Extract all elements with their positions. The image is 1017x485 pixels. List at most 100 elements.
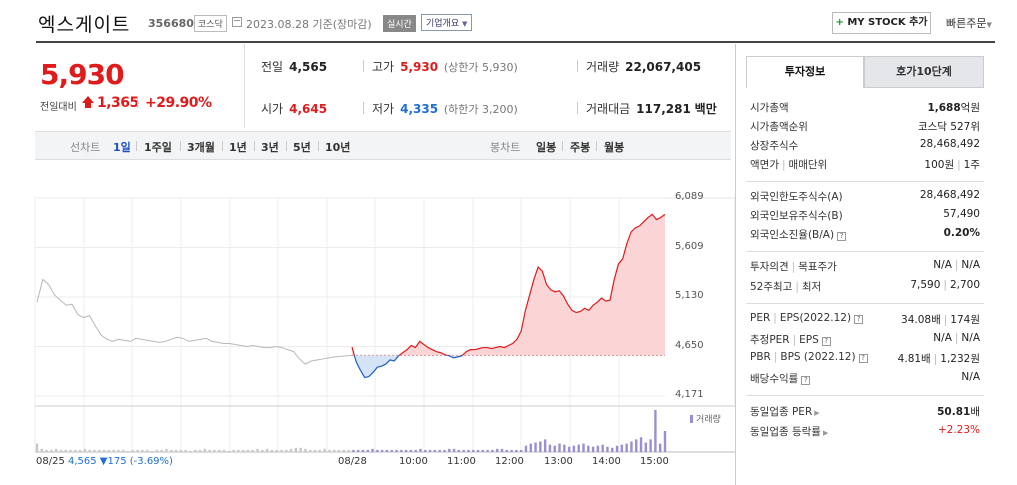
volume-bar [462, 449, 465, 452]
divider [137, 97, 138, 108]
x-tick-label: 13:00 [544, 456, 573, 467]
period-10y[interactable]: 10년 [325, 141, 351, 154]
volume-bar [510, 449, 513, 452]
volume-bar [146, 449, 149, 452]
quote-date: 2023.08.28 기준(장마감) [246, 18, 372, 31]
amount-value: 117,281 [636, 102, 691, 116]
period-3y[interactable]: 3년 [261, 141, 279, 154]
volume-bar [232, 449, 235, 452]
volume-bar [486, 449, 489, 452]
volume-bar [50, 449, 53, 452]
candle-daily[interactable]: 일봉 [536, 141, 557, 154]
company-info-button[interactable]: 기업개요 ▼ [421, 14, 473, 31]
volume-bar [122, 449, 125, 452]
volume-bar [371, 448, 374, 452]
volume-bar [380, 449, 384, 452]
face-value: 100원 | 1주 [924, 159, 980, 171]
quote-volume: 거래량 22,067,405 [586, 58, 701, 75]
dividend-label: 배당수익률? [750, 371, 811, 386]
my-stock-label: MY STOCK 추가 [847, 17, 928, 28]
volume-bar [35, 443, 39, 452]
chevron-right-icon: ▶ [814, 409, 820, 417]
volume-bar [289, 448, 293, 452]
quick-order-button[interactable]: 빠른주문▼ [946, 15, 992, 31]
help-icon[interactable]: ? [821, 337, 831, 346]
y-tick-label: 6,089 [675, 191, 704, 202]
divider [596, 141, 597, 151]
volume-bar [390, 449, 393, 452]
volume-swatch [690, 415, 693, 423]
divider [363, 60, 364, 72]
pbr-text: PBR [750, 351, 771, 363]
chevron-down-icon: ▼ [986, 21, 992, 29]
x-tick-label: 08/25 [36, 456, 65, 467]
industry-change-text: 동일업종 등락률 [750, 426, 821, 438]
volume-bar [529, 443, 532, 452]
market-cap-number: 1,688 [927, 102, 961, 114]
y-tick-label: 4,650 [675, 339, 704, 351]
52week-label: 52주최고 | 최저 [750, 281, 822, 293]
volume-bar [78, 449, 82, 452]
stock-code: 356680 [148, 17, 194, 30]
period-1d[interactable]: 1일 [113, 141, 131, 154]
foreign-hold-value: 57,490 [943, 208, 980, 220]
help-icon[interactable]: ? [801, 376, 811, 385]
market-cap-unit: 억원 [960, 102, 980, 114]
tab-order-book[interactable]: 호가10단계 [864, 56, 984, 88]
help-icon[interactable]: ? [858, 354, 868, 363]
stock-header: 엑스게이트 356680 코스닥 2023.08.28 기준(장마감) 실시간 … [0, 0, 1017, 44]
period-1w[interactable]: 1주일 [144, 141, 172, 154]
my-stock-add-button[interactable]: + MY STOCK 추가 [832, 12, 931, 34]
y-tick-label: 5,130 [675, 290, 704, 301]
volume-bar [313, 449, 317, 452]
industry-change-row[interactable]: 동일업종 등락률 ▶ +2.23% [750, 424, 980, 442]
period-3m[interactable]: 3개월 [187, 141, 215, 154]
volume-bar [472, 449, 475, 452]
header-divider [36, 41, 995, 43]
volume-bar [404, 449, 408, 452]
candle-monthly[interactable]: 월봉 [604, 141, 625, 154]
per-number: 34.08배 [901, 314, 941, 326]
price-change-pct: +29.90% [145, 95, 212, 111]
volume-bar [275, 449, 278, 452]
candle-weekly[interactable]: 주봉 [570, 141, 591, 154]
volume-bar [347, 449, 350, 452]
help-icon[interactable]: ? [837, 232, 847, 241]
trade-unit-label: 매매단위 [788, 159, 828, 171]
volume-bar [285, 449, 288, 452]
period-5y[interactable]: 5년 [293, 141, 311, 154]
volume-bar [563, 444, 566, 452]
divider [180, 141, 181, 151]
help-icon[interactable]: ? [854, 315, 864, 324]
price-chart[interactable]: 거래량 4,565 ▼175 (-3.69%) 6,089 5,609 5,130 4… [0, 160, 735, 485]
industry-per-row[interactable]: 동일업종 PER ▶ 50.81배 [750, 404, 980, 422]
volume-bar [261, 449, 264, 452]
industry-per-label: 동일업종 PER ▶ [750, 404, 820, 419]
up-arrow-icon [82, 96, 94, 108]
opinion-row: 투자의견 | 목표주가 N/A | N/A [750, 259, 980, 277]
volume-bar [59, 449, 63, 452]
pbr-row: PBR | BPS (2022.12)? 4.81배 | 1,232원 [750, 351, 980, 369]
volume-bar [457, 449, 461, 452]
period-1y[interactable]: 1년 [229, 141, 247, 154]
volume-bar [265, 448, 269, 452]
foreign-limit-row: 외국인한도주식수(A) 28,468,492 [750, 189, 980, 207]
tab-investment-info[interactable]: 투자정보 [746, 56, 864, 88]
divider [577, 60, 578, 72]
volume-bar [539, 441, 542, 452]
dividend-value: N/A [961, 371, 980, 383]
volume-bar [649, 439, 652, 452]
low-label: 저가 [372, 102, 395, 116]
live-button[interactable]: 실시간 [383, 15, 416, 32]
volume-bar [452, 448, 456, 452]
volume-bar [519, 449, 523, 452]
volume-bar [136, 449, 139, 452]
volume-bar [644, 442, 648, 452]
plus-icon: + [835, 17, 844, 28]
volume-bar [352, 449, 355, 452]
price-change: 1,365 [97, 95, 139, 111]
low-value: 4,335 [400, 102, 439, 116]
volume-bar [476, 449, 480, 452]
quote-prev-close: 전일 4,565 [261, 58, 327, 75]
volume-bar [280, 449, 283, 452]
